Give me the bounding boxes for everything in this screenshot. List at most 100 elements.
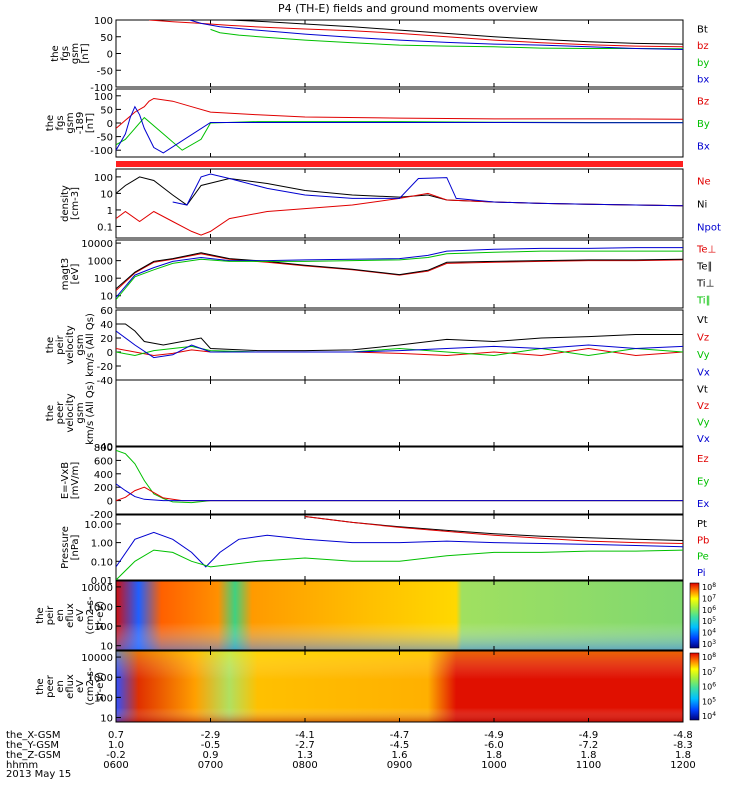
legend-label: Te∥ <box>696 262 713 273</box>
colorbar-label: 106 <box>702 605 716 615</box>
ytick-label: -100 <box>90 146 113 157</box>
legend-label: Vz <box>697 401 709 412</box>
panel-frame <box>115 379 684 447</box>
ylabel-magt3: magt3[eV] <box>60 258 81 291</box>
ephemeris-value: 1100 <box>576 760 601 771</box>
series-line-Bx <box>116 105 683 154</box>
ylabel-density: density[cm-3] <box>60 185 81 222</box>
ephemeris-value: -0.5 <box>201 740 221 751</box>
ephemeris-value: 1.8 <box>675 750 691 761</box>
series-line-Vx <box>116 330 683 359</box>
colorbar-label: 105 <box>702 616 716 626</box>
ylabel-pressure: Pressure[nPa] <box>60 526 81 569</box>
ytick-label: -50 <box>97 66 113 77</box>
ytick-label: 10000 <box>81 653 113 664</box>
ytick-label: 0.01 <box>91 576 113 587</box>
ytick-label: 600 <box>94 456 113 467</box>
ytick-label: 100 <box>94 693 113 704</box>
panel-fgs2: 100 50 0 -50 -100 thefgsgsm-189[nT] Bz By Bx <box>45 88 710 158</box>
ytick-label: 10 <box>100 189 113 200</box>
colorbar-label: 106 <box>702 682 716 692</box>
ephemeris-value: 1.8 <box>486 750 502 761</box>
ytick-label: 200 <box>94 483 113 494</box>
series-line-bx <box>189 20 683 50</box>
ylabel-efield: E=-VxB[mV/m] <box>60 462 81 500</box>
ephemeris-value: 0.9 <box>203 750 219 761</box>
ytick-label: 1000 <box>88 257 113 268</box>
legend-label: Ni <box>697 200 707 211</box>
ytick-label: 60 <box>100 306 113 317</box>
ytick-label: -40 <box>97 376 113 387</box>
ephemeris-value: 0800 <box>292 760 317 771</box>
panels-group: 100500-50-100thefgsgsm[nT]Btbzbybx100500… <box>35 16 721 725</box>
panel-density: 100 10 1 0.1 density[cm-3] Ne Ni Npot <box>60 168 721 239</box>
ephemeris-value: 0.7 <box>108 730 124 741</box>
ephemeris-value: -2.7 <box>295 740 315 751</box>
ytick-label: 10 <box>100 642 113 653</box>
ephemeris-value: -4.9 <box>484 730 504 741</box>
series-line-Bt <box>184 20 683 45</box>
ytick-label: 0 <box>107 348 113 359</box>
ytick-label: 20 <box>100 334 113 345</box>
ephemeris-value: -8.3 <box>673 740 693 751</box>
legend-label: Bz <box>697 96 709 107</box>
separator-bar <box>116 161 683 167</box>
ylabel-fgs: thefgsgsm[nT] <box>50 43 91 64</box>
spectrogram-shade-peir_spec <box>116 581 683 650</box>
ephemeris-value: 1.3 <box>297 750 313 761</box>
ylabel-peir_spec: thepeirenefluxeV(cm2-s-sr-eV) <box>35 596 106 634</box>
ephemeris-value: 1.6 <box>392 750 408 761</box>
ephemeris-row-label: the_X-GSM <box>6 730 60 741</box>
ytick-label: 0 <box>107 497 113 508</box>
ytick-label: 50 <box>100 33 113 44</box>
ephemeris-value: -4.1 <box>295 730 315 741</box>
ephemeris-value: -7.2 <box>579 740 599 751</box>
legend-label: Npot <box>697 223 721 234</box>
colorbar-label: 105 <box>702 696 716 706</box>
series-line-Ti⊥ <box>116 247 683 298</box>
ytick-label: 1000 <box>88 602 113 613</box>
colorbar-label: 103 <box>702 639 716 649</box>
ephemeris-row-label: the_Y-GSM <box>6 740 59 751</box>
ytick-label: 1 <box>107 206 113 217</box>
ytick-label: 400 <box>94 470 113 481</box>
ytick-label: 1.00 <box>91 539 113 550</box>
legend-label: by <box>697 58 709 69</box>
series-line-Ex <box>116 483 683 502</box>
ylabel-peir_velocity: thepeirvelocitygsmkm/s (All Qs) <box>45 313 96 377</box>
ylabel-peer_velocity: thepeervelocitygsmkm/s (All Qs) <box>45 381 96 445</box>
ytick-label: 100 <box>94 274 113 285</box>
series-line-Te∥ <box>116 252 683 290</box>
ephemeris-row-label: the_Z-GSM <box>6 750 61 761</box>
legend-label: Ti⊥ <box>696 279 714 290</box>
ephemeris-value: -2.9 <box>201 730 221 741</box>
legend-label: Vt <box>697 384 708 395</box>
legend-label: bz <box>697 41 709 52</box>
ytick-label: 10 <box>100 714 113 725</box>
legend-label: Pe <box>697 552 709 563</box>
ytick-label: 0 <box>107 119 113 130</box>
ytick-label: 40 <box>100 320 113 331</box>
ephemeris-value: -4.7 <box>390 730 410 741</box>
series-line-Pe <box>116 549 683 580</box>
series-line-by <box>210 28 683 50</box>
series-line-Ey <box>116 449 683 504</box>
series-line-Pb <box>304 516 683 544</box>
ytick-label: 0 <box>107 50 113 61</box>
ephemeris-value: -4.8 <box>673 730 693 741</box>
ephemeris-value: 1.8 <box>581 750 597 761</box>
ephemeris-value: -6.0 <box>484 740 504 751</box>
ytick-label: 50 <box>100 105 113 116</box>
legend-label: Ez <box>697 454 709 465</box>
ytick-label: 100 <box>94 16 113 27</box>
series-line-Ne <box>116 192 683 236</box>
panel-frame <box>115 514 684 581</box>
panel-pressure: 10.00 1.00 0.10 0.01 Pressure[nPa] Pt Pb Pe Pi <box>60 514 709 587</box>
ytick-label: -40 <box>97 442 113 453</box>
ephemeris-value: 1000 <box>481 760 506 771</box>
colorbar-peir_spec <box>689 582 700 649</box>
legend-label: Pb <box>697 535 709 546</box>
ephemeris-row-label: hhmm <box>6 760 38 771</box>
legend-label: Vy <box>697 350 710 361</box>
